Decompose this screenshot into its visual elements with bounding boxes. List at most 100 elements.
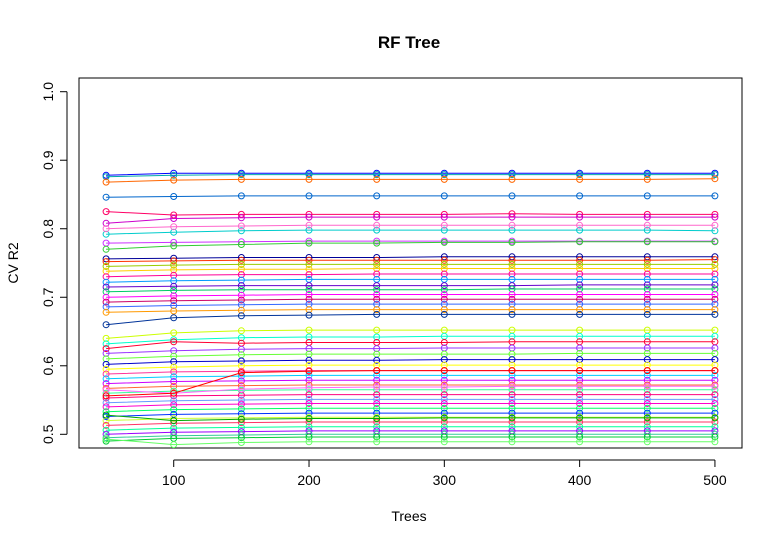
series-43-point [711,423,719,431]
series-43-point [102,426,110,434]
series-24-point [373,326,381,334]
series-22-point [643,306,651,314]
series-14-point [305,265,313,273]
series-8-point [643,221,651,229]
series-23-point [643,310,651,318]
series-10-point [102,245,110,253]
series-7-point [576,226,584,234]
series-23 [102,310,719,329]
series-12-point [643,256,651,264]
series-10-point [170,242,178,250]
series-3-point [170,176,178,184]
series-39-point [711,404,719,412]
series-21-line [106,303,715,308]
series-23-point [102,321,110,329]
series-15-point [373,270,381,278]
series-46-point [440,433,448,441]
series-42-point [643,418,651,426]
series-29-point [373,356,381,364]
series-2-point [508,171,516,179]
series-7-line [106,229,715,235]
series-33-point [373,376,381,384]
series-32-line [106,374,715,380]
series-15 [102,270,719,281]
series-12-point [305,256,313,264]
series-50-point [237,415,245,423]
series-20-point [440,295,448,303]
series-12-point [576,256,584,264]
series-32-point [508,371,516,379]
series-36-point [711,391,719,399]
series-42 [102,418,719,429]
series-20-point [170,297,178,305]
series-37-point [373,395,381,403]
series-6-point [576,213,584,221]
series-38-point [170,401,178,409]
series-3-point [576,175,584,183]
series-10-point [373,239,381,247]
series-35-point [305,386,313,394]
series-17-point [711,281,719,289]
series-47-point [170,441,178,449]
series-7-point [643,226,651,234]
series-39-point [373,404,381,412]
series-19-point [643,291,651,298]
series-46 [102,433,719,445]
series-47-point [440,438,448,446]
series-32-point [102,375,110,383]
series-17-point [440,282,448,290]
series-3-point [305,175,313,183]
series-47-line [106,438,715,446]
series-19-point [508,291,516,298]
series-46-point [237,434,245,442]
series-50-point [305,415,313,422]
series-2-point [237,171,245,179]
series-17-point [373,282,381,290]
x-tick-label: 300 [433,472,457,488]
series-50-point [170,417,178,425]
series-33-point [305,376,313,384]
series-50-point [373,415,381,422]
series-37-line [106,398,715,404]
series-2-point [102,173,110,181]
series-19-point [576,291,584,298]
series-4-point [643,192,651,200]
series-46-line [106,436,715,442]
series-12-point [102,258,110,266]
series-22-line [106,309,715,313]
series-46-point [576,433,584,441]
series-39-point [237,405,245,413]
series-6-point [373,213,381,221]
series-10-point [643,238,651,246]
series-10-point [305,239,313,247]
series-2-point [440,171,448,179]
series-20-point [373,295,381,303]
series-6-point [170,215,178,222]
series-13-point [305,260,313,268]
series-3-line [106,178,715,183]
series-33 [102,376,719,388]
series-40-point [305,409,313,417]
series-17-line [106,284,715,288]
series-47-point [373,438,381,446]
series-17-point [170,282,178,290]
series-49-point [373,367,381,375]
series-17-point [576,281,584,289]
series-3-point [237,175,245,183]
series-30-point [170,363,178,371]
series-33-point [170,378,178,385]
series-32-point [170,373,178,381]
series-3-point [440,175,448,183]
series-6-point [643,213,651,221]
series-35-point [170,387,178,395]
series-24-point [305,326,313,334]
series-47-point [305,438,313,446]
series-39 [102,404,719,416]
series-40-point [508,409,516,417]
series-3 [102,175,719,186]
series-22-point [440,306,448,314]
series-22 [102,306,719,316]
series-22-point [170,307,178,315]
series-25-point [102,340,110,348]
series-32-point [711,371,719,379]
